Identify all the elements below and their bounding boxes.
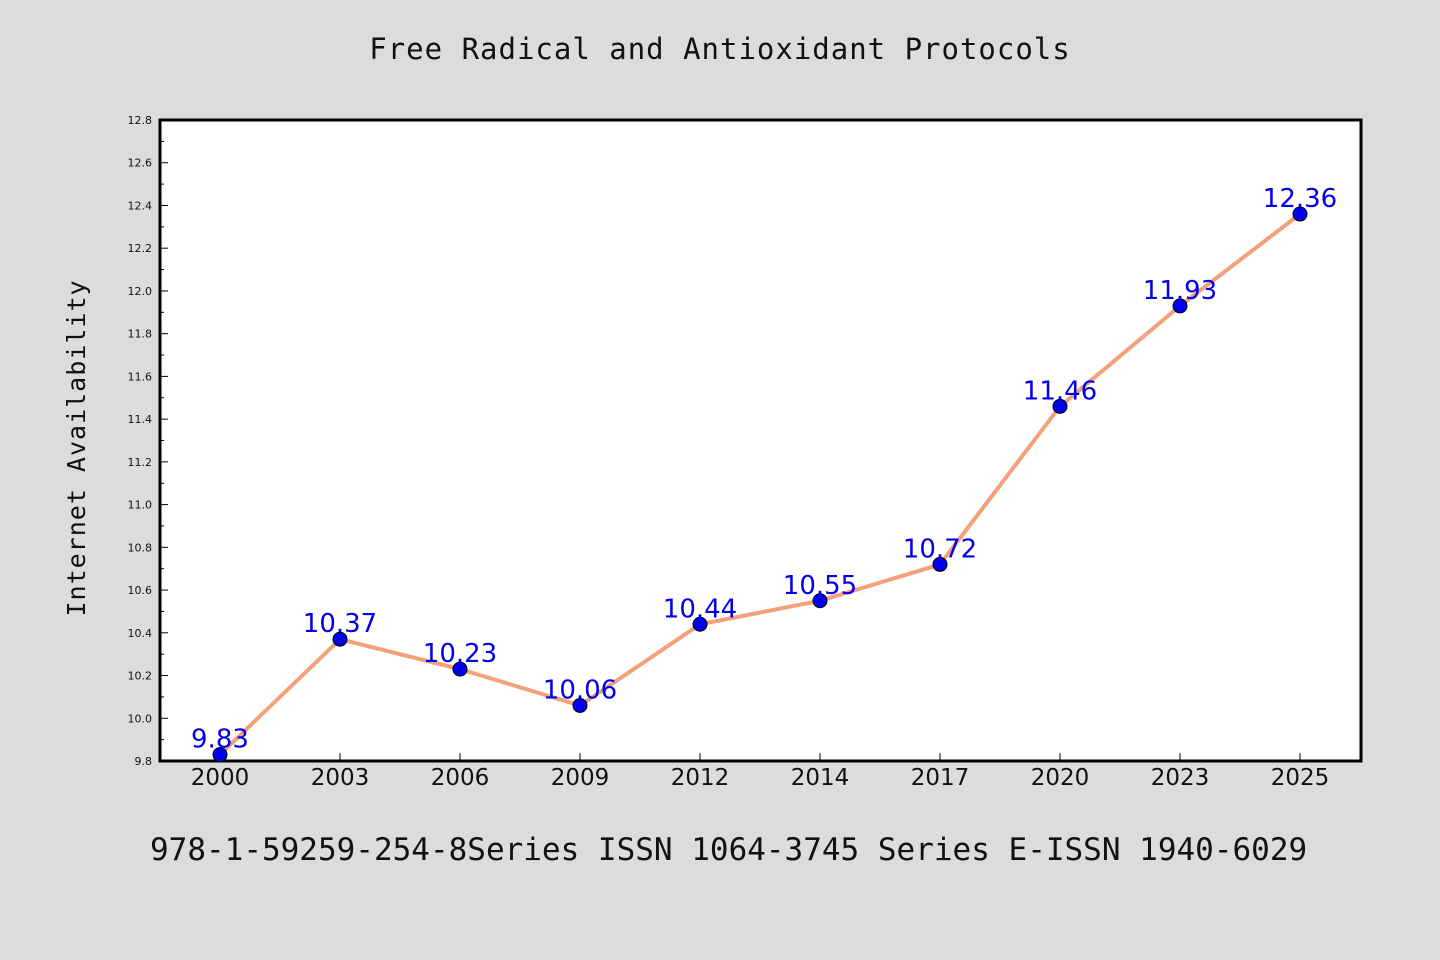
- y-tick-label: 12.8: [128, 114, 153, 127]
- data-label: 10.23: [423, 639, 497, 669]
- x-tick-label: 2025: [1271, 765, 1330, 791]
- data-label: 12.36: [1263, 184, 1337, 214]
- chart-title: Free Radical and Antioxidant Protocols: [369, 32, 1071, 66]
- data-point: [692, 616, 708, 632]
- y-tick-label: 11.2: [128, 456, 153, 469]
- data-label: 11.93: [1143, 276, 1217, 306]
- y-tick-label: 9.8: [135, 755, 153, 768]
- data-label: 10.06: [543, 675, 617, 705]
- data-label: 11.46: [1023, 376, 1097, 406]
- y-tick-label: 10.2: [128, 670, 153, 683]
- y-tick-label: 10.6: [128, 584, 153, 597]
- x-tick-label: 2017: [911, 765, 970, 791]
- data-point: [1172, 298, 1188, 314]
- x-tick-label: 2003: [311, 765, 370, 791]
- x-tick-label: 2000: [191, 765, 250, 791]
- y-tick-label: 12.2: [128, 242, 153, 255]
- y-tick-label: 12.0: [128, 285, 153, 298]
- y-tick-label: 12.4: [128, 199, 153, 212]
- data-point: [212, 747, 228, 763]
- y-tick-label: 10.4: [128, 627, 153, 640]
- x-tick-label: 2006: [431, 765, 490, 791]
- footer-text: 978-1-59259-254-8Series ISSN 1064-3745 S…: [150, 832, 1308, 868]
- y-axis-label: Internet Availability: [62, 279, 91, 616]
- data-label: 10.55: [783, 571, 857, 601]
- data-point: [332, 631, 348, 647]
- y-tick-label: 11.0: [128, 499, 153, 512]
- data-point: [572, 697, 588, 713]
- x-tick-label: 2023: [1151, 765, 1210, 791]
- data-label: 10.44: [663, 594, 737, 624]
- y-tick-label: 11.6: [128, 370, 153, 383]
- x-tick-label: 2020: [1031, 765, 1090, 791]
- y-tick-label: 11.8: [128, 328, 153, 341]
- x-tick-label: 2009: [551, 765, 610, 791]
- data-point: [1292, 206, 1308, 222]
- series-line: [218, 212, 1302, 757]
- y-tick-label: 12.6: [128, 157, 153, 170]
- data-label: 10.72: [903, 534, 977, 564]
- data-point: [1052, 398, 1068, 414]
- plot-area: [158, 118, 1363, 763]
- y-tick-label: 11.4: [128, 413, 153, 426]
- x-tick-label: 2012: [671, 765, 730, 791]
- data-point: [932, 556, 948, 572]
- data-label: 10.37: [303, 609, 377, 639]
- y-tick-label: 10.8: [128, 541, 153, 554]
- data-point: [452, 661, 468, 677]
- y-tick-label: 10.0: [128, 712, 153, 725]
- x-tick-label: 2014: [791, 765, 850, 791]
- data-label: 9.83: [191, 725, 249, 755]
- data-point: [812, 593, 828, 609]
